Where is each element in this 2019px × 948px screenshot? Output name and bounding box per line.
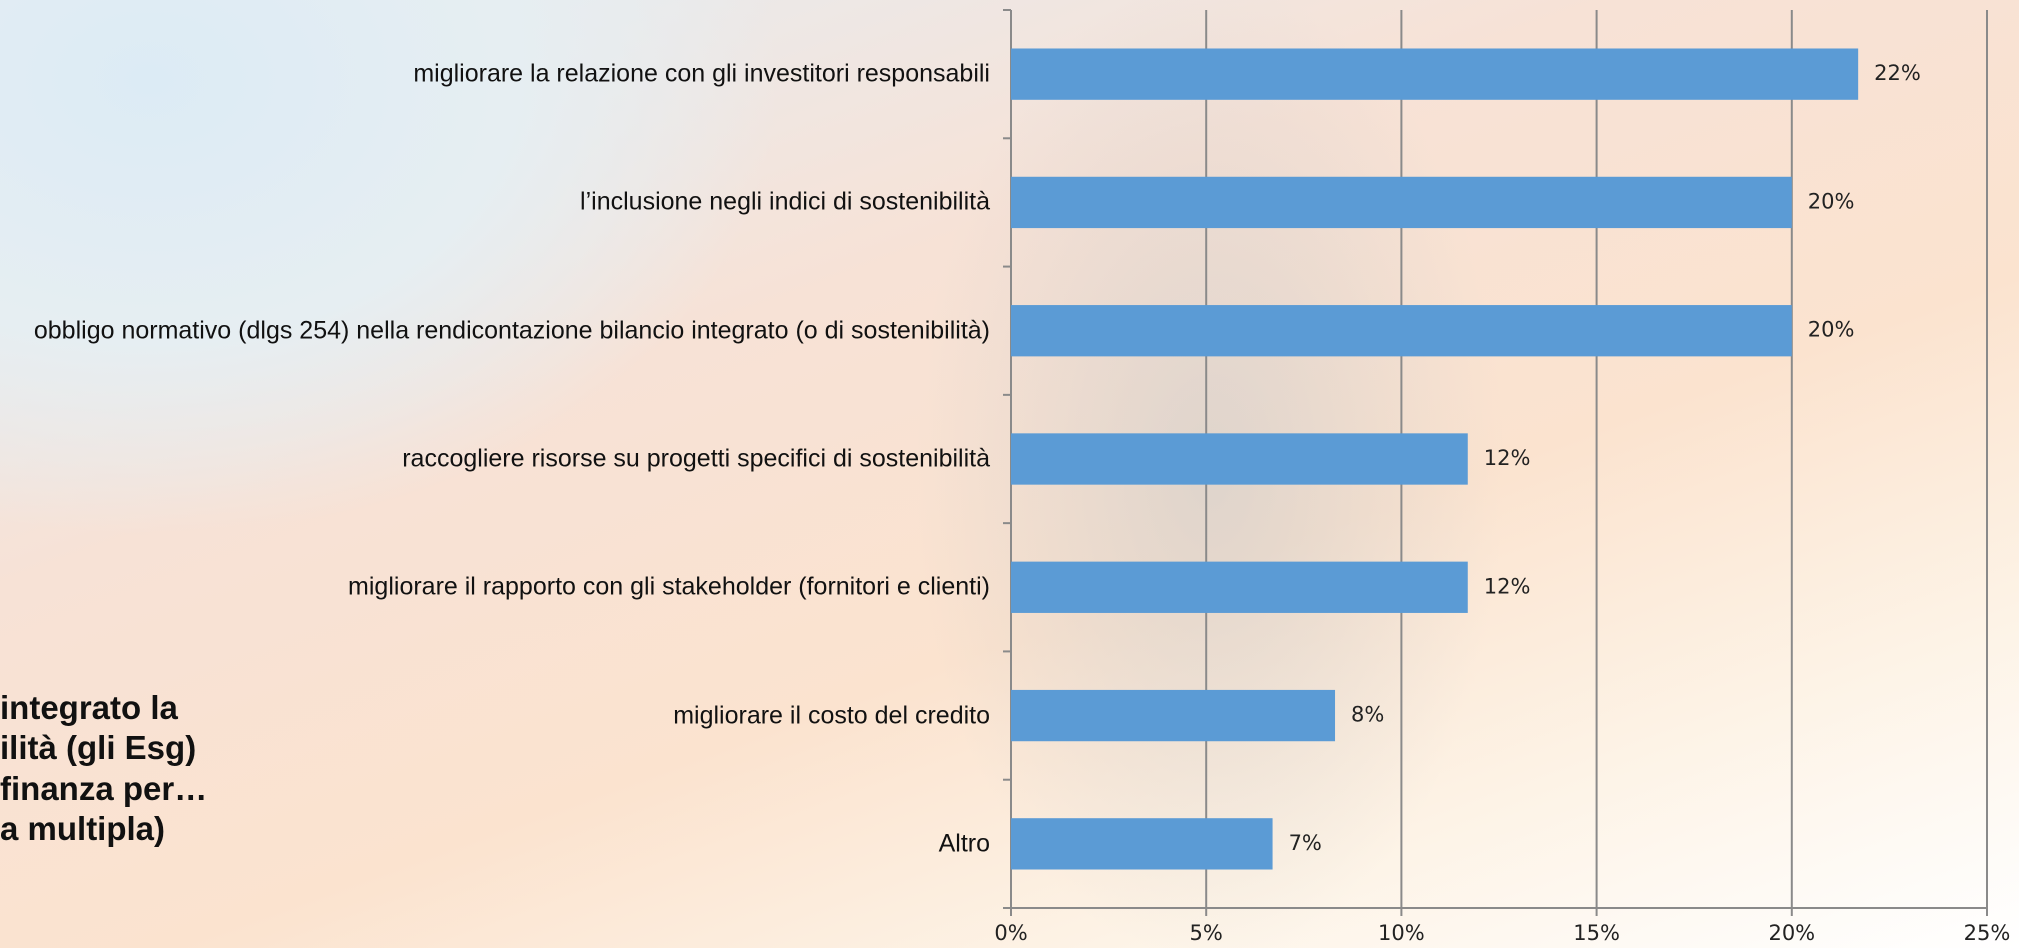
bar (1011, 561, 1468, 613)
category-label: migliorare la relazione con gli investit… (413, 59, 990, 88)
data-label: 12% (1484, 574, 1531, 598)
x-tick-label: 25% (1964, 921, 2011, 945)
annotation-line: finanza per… (0, 769, 208, 807)
data-label: 12% (1484, 446, 1531, 470)
annotation-line: ilità (gli Esg) (0, 729, 197, 767)
data-label: 20% (1808, 189, 1855, 213)
data-label: 8% (1351, 703, 1384, 727)
bar (1011, 176, 1792, 229)
bar (1011, 433, 1468, 485)
x-tick-label: 20% (1768, 921, 1815, 945)
category-label: Altro (938, 829, 990, 858)
data-label: 20% (1808, 318, 1855, 342)
data-label: 22% (1874, 61, 1921, 85)
x-tick-label: 15% (1573, 921, 1620, 945)
category-label: migliorare il costo del credito (673, 700, 990, 729)
annotation: integrato la ilità (gli Esg) finanza per… a… (0, 688, 207, 849)
bar (1011, 48, 1859, 100)
category-label: l’inclusione negli indici di sostenibili… (580, 187, 990, 216)
bar (1011, 818, 1273, 870)
category-label: raccogliere risorse su progetti specific… (402, 444, 990, 473)
x-tick-label: 0% (994, 921, 1027, 945)
data-label: 7% (1289, 831, 1322, 855)
category-label: migliorare il rapporto con gli stakehold… (348, 572, 990, 601)
bar (1011, 689, 1336, 742)
annotation-line: integrato la (0, 689, 178, 726)
x-tick-label: 5% (1190, 921, 1223, 945)
category-label: obbligo normativo (dlgs 254) nella rendi… (33, 316, 990, 345)
annotation-line: a multipla) (0, 809, 166, 847)
bar (1011, 305, 1792, 357)
x-tick-label: 10% (1378, 921, 1425, 945)
